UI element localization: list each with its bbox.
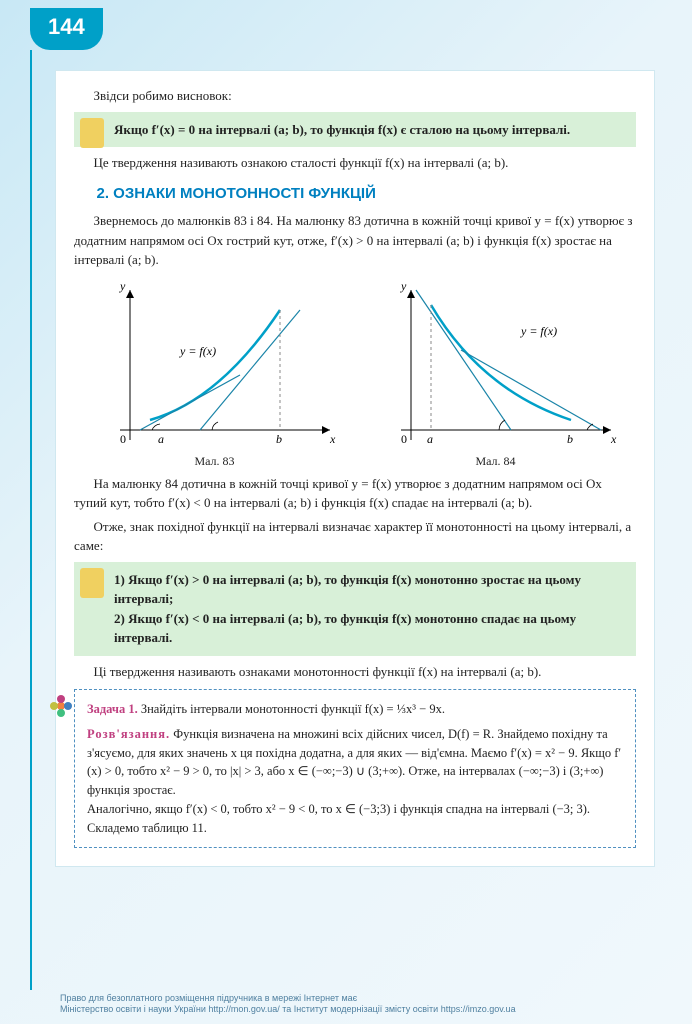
footer-line-1: Право для безоплатного розміщення підруч… bbox=[60, 993, 516, 1005]
solution-p2: Аналогічно, якщо f′(x) < 0, тобто x² − 9… bbox=[87, 800, 623, 819]
origin-label-84: 0 bbox=[401, 432, 407, 446]
task-text: Знайдіть інтервали монотонності функції … bbox=[141, 702, 445, 716]
curve-label-84: y = f(x) bbox=[520, 324, 557, 338]
task-box: Задача 1. Знайдіть інтервали монотонност… bbox=[74, 689, 636, 848]
x-axis-label-84: x bbox=[610, 432, 617, 446]
origin-label: 0 bbox=[120, 432, 126, 446]
chart-84-box: y x 0 a b y = f(x) Мал. 84 bbox=[371, 280, 621, 470]
book-icon-2 bbox=[80, 568, 104, 598]
book-icon bbox=[80, 118, 104, 148]
task-label: Задача 1. bbox=[87, 702, 138, 716]
after-box-1: Це твердження називають ознакою сталості… bbox=[74, 153, 636, 173]
margin-line bbox=[30, 50, 32, 990]
chart-83-caption: Мал. 83 bbox=[90, 452, 340, 470]
y-axis-label-84: y bbox=[400, 280, 407, 293]
tick-a-84: a bbox=[427, 432, 433, 446]
theorem-2-line2: 2) Якщо f′(x) < 0 на інтервалі (a; b), т… bbox=[114, 609, 626, 648]
chart-84-caption: Мал. 84 bbox=[371, 452, 621, 470]
theorem-1-text: Якщо f′(x) = 0 на інтервалі (a; b), то ф… bbox=[114, 122, 570, 137]
section-heading: 2. ОЗНАКИ МОНОТОННОСТІ ФУНКЦІЙ bbox=[97, 183, 637, 206]
curve-label-83: y = f(x) bbox=[179, 344, 216, 358]
paragraph-3: Отже, знак похідної функції на інтервалі… bbox=[74, 517, 636, 556]
charts-row: y x 0 a b y = f(x) Мал. 83 bbox=[74, 280, 636, 470]
after-box-1-text: Це твердження називають ознакою сталості… bbox=[94, 155, 509, 170]
chart-83-box: y x 0 a b y = f(x) Мал. 83 bbox=[90, 280, 340, 470]
solution-block: Розв'язання. Функція визначена на множин… bbox=[87, 725, 623, 800]
intro-line: Звідси робимо висновок: bbox=[74, 86, 636, 106]
theorem-box-2: 1) Якщо f′(x) > 0 на інтервалі (a; b), т… bbox=[74, 562, 636, 656]
paragraph-1: Звернемось до малюнків 83 і 84. На малюн… bbox=[74, 211, 636, 270]
solution-p3: Складемо таблицю 11. bbox=[87, 819, 623, 838]
footer-line-2: Міністерство освіти і науки України http… bbox=[60, 1004, 516, 1016]
tick-b: b bbox=[276, 432, 282, 446]
tick-a: a bbox=[158, 432, 164, 446]
theorem-box-1: Якщо f′(x) = 0 на інтервалі (a; b), то ф… bbox=[74, 112, 636, 148]
task-line: Задача 1. Знайдіть інтервали монотонност… bbox=[87, 700, 623, 719]
y-axis-label: y bbox=[119, 280, 126, 293]
page-number: 144 bbox=[30, 8, 103, 50]
solution-label: Розв'язання. bbox=[87, 727, 170, 741]
chart-83-svg: y x 0 a b y = f(x) bbox=[90, 280, 340, 450]
tick-b-84: b bbox=[567, 432, 573, 446]
footer: Право для безоплатного розміщення підруч… bbox=[60, 993, 516, 1016]
paragraph-2: На малюнку 84 дотична в кожній точці кри… bbox=[74, 474, 636, 513]
x-axis-label: x bbox=[329, 432, 336, 446]
chart-84-svg: y x 0 a b y = f(x) bbox=[371, 280, 621, 450]
flower-icon bbox=[49, 694, 73, 718]
theorem-2-line1: 1) Якщо f′(x) > 0 на інтервалі (a; b), т… bbox=[114, 570, 626, 609]
page-content: Звідси робимо висновок: Якщо f′(x) = 0 н… bbox=[55, 70, 655, 867]
after-box-2: Ці твердження називають ознаками монотон… bbox=[74, 662, 636, 682]
